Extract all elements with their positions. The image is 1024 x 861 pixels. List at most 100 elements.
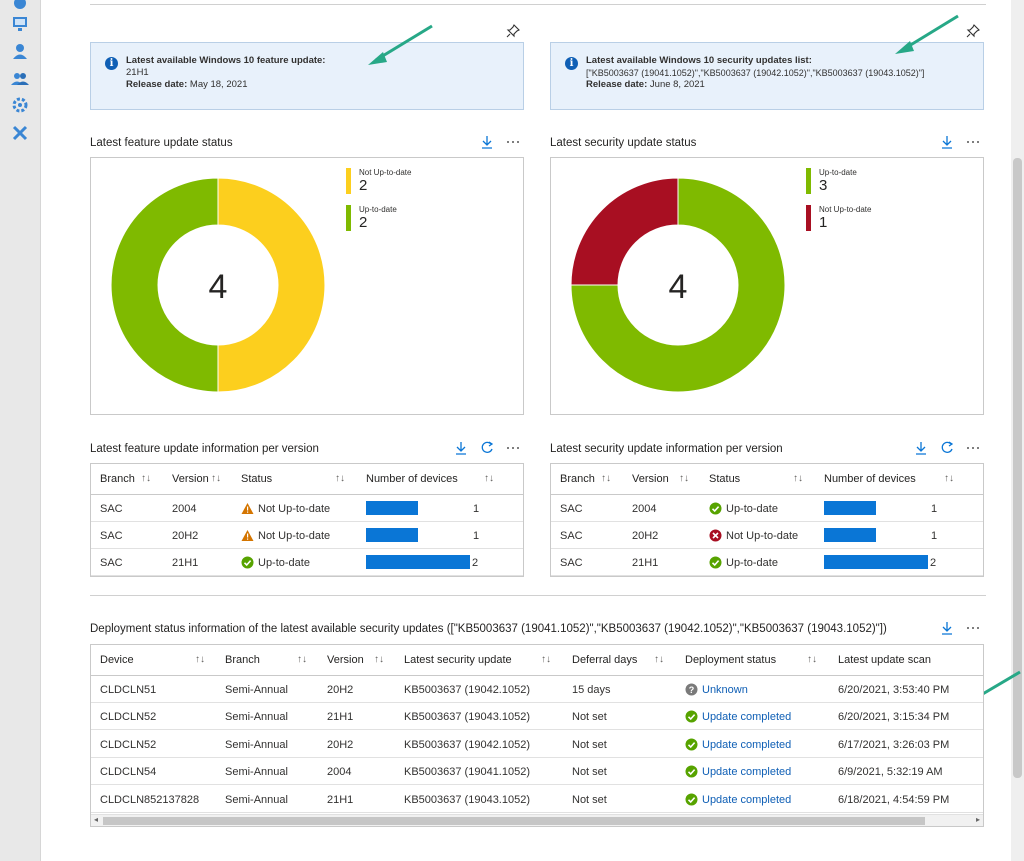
- scroll-right-icon[interactable]: ▸: [975, 815, 980, 824]
- column-header[interactable]: Branch: [100, 473, 135, 485]
- table-row[interactable]: SAC 21H1 Up-to-date 2: [551, 549, 983, 576]
- legend-item[interactable]: Not Up-to-date 1: [806, 205, 871, 231]
- download-icon[interactable]: [940, 135, 954, 149]
- table-row[interactable]: SAC 21H1 Up-to-date 2: [91, 549, 523, 576]
- deployment-status-link[interactable]: Update completed: [702, 793, 792, 806]
- column-header[interactable]: Branch: [225, 654, 260, 666]
- sort-icon[interactable]: ↑↓: [484, 473, 494, 484]
- refresh-icon[interactable]: [480, 441, 494, 455]
- security-update-cell: KB5003637 (19042.1052): [404, 738, 530, 751]
- column-header[interactable]: Branch: [560, 473, 595, 485]
- sort-icon[interactable]: ↑↓: [211, 473, 221, 484]
- column-header[interactable]: Device: [100, 654, 134, 666]
- monitor-icon[interactable]: [11, 15, 29, 33]
- device-cell[interactable]: CLDCLN52: [100, 711, 157, 724]
- users-icon[interactable]: [11, 69, 29, 87]
- table-row[interactable]: CLDCLN51 Semi-Annual 20H2 KB5003637 (19042.…: [91, 676, 983, 703]
- device-count-cell: 1: [931, 503, 938, 515]
- column-header[interactable]: Latest update scan: [838, 654, 931, 666]
- checkmark-icon: [241, 556, 254, 569]
- sort-icon[interactable]: ↑↓: [944, 473, 954, 484]
- table-row[interactable]: CLDCLN52 Semi-Annual 20H2 KB5003637 (19042.…: [91, 731, 983, 758]
- sort-icon[interactable]: ↑↓: [654, 654, 664, 665]
- table-row[interactable]: CLDCLN852137828 Semi-Annual 21H1 KB5003637 …: [91, 786, 983, 813]
- sort-icon[interactable]: ↑↓: [374, 654, 384, 665]
- pin-icon[interactable]: [506, 24, 520, 38]
- sort-icon[interactable]: ↑↓: [807, 654, 817, 665]
- refresh-icon[interactable]: [940, 441, 954, 455]
- cloud-icon[interactable]: [11, 0, 29, 12]
- column-header[interactable]: Latest security update: [404, 654, 512, 666]
- sort-icon[interactable]: ↑↓: [141, 473, 151, 484]
- more-icon[interactable]: [966, 441, 980, 455]
- sort-icon[interactable]: ↑↓: [541, 654, 551, 665]
- deployment-status-link[interactable]: Unknown: [702, 684, 748, 696]
- more-icon[interactable]: [506, 441, 520, 455]
- column-header[interactable]: Deployment status: [685, 654, 777, 666]
- device-count-bar: [824, 528, 876, 542]
- pin-icon[interactable]: [966, 24, 980, 38]
- sort-icon[interactable]: ↑↓: [335, 473, 345, 484]
- tools-icon[interactable]: [11, 124, 29, 142]
- more-icon[interactable]: [966, 621, 980, 635]
- deployment-status-link[interactable]: Update completed: [702, 711, 792, 724]
- legend-item[interactable]: Up-to-date 2: [346, 205, 397, 231]
- download-icon[interactable]: [914, 441, 928, 455]
- security-update-info-box: i Latest available Windows 10 security u…: [550, 42, 984, 110]
- donut-slice-not-up-to-date[interactable]: [217, 177, 326, 393]
- device-cell[interactable]: CLDCLN54: [100, 766, 157, 779]
- deferral-days-cell: Not set: [572, 793, 607, 806]
- user-icon[interactable]: [11, 42, 29, 60]
- download-icon[interactable]: [940, 621, 954, 635]
- download-icon[interactable]: [480, 135, 494, 149]
- version-cell: 2004: [632, 503, 657, 515]
- legend-label: Up-to-date: [819, 168, 857, 177]
- device-cell[interactable]: CLDCLN852137828: [100, 793, 200, 806]
- checkmark-icon: [685, 765, 698, 778]
- legend-item[interactable]: Up-to-date 3: [806, 168, 857, 194]
- gear-group-icon[interactable]: [11, 96, 29, 114]
- device-cell[interactable]: CLDCLN51: [100, 684, 157, 696]
- vertical-scrollbar[interactable]: [1011, 0, 1024, 861]
- scroll-left-icon[interactable]: ◂: [94, 815, 99, 824]
- sort-icon[interactable]: ↑↓: [195, 654, 205, 665]
- update-scan-cell: 6/20/2021, 3:15:34 PM: [838, 711, 950, 724]
- scrollbar-thumb[interactable]: [1013, 158, 1022, 778]
- deployment-status-link[interactable]: Update completed: [702, 766, 792, 779]
- status-cell: Not Up-to-date: [258, 530, 331, 542]
- column-header[interactable]: Number of devices: [824, 473, 916, 485]
- donut-slice-up-to-date[interactable]: [110, 177, 219, 393]
- donut-slice-not-up-to-date[interactable]: [570, 177, 679, 286]
- device-cell[interactable]: CLDCLN52: [100, 738, 157, 751]
- unknown-icon: ?: [685, 683, 698, 696]
- table-row[interactable]: CLDCLN54 Semi-Annual 2004 KB5003637 (19041.…: [91, 758, 983, 786]
- sort-icon[interactable]: ↑↓: [679, 473, 689, 484]
- column-header[interactable]: Version: [172, 473, 209, 485]
- warning-icon: [241, 503, 254, 514]
- sort-icon[interactable]: ↑↓: [297, 654, 307, 665]
- column-header[interactable]: Version: [632, 473, 669, 485]
- table-row[interactable]: SAC 2004 Up-to-date 1: [551, 495, 983, 522]
- table-row[interactable]: SAC 20H2 Not Up-to-date 1: [91, 522, 523, 549]
- column-header[interactable]: Number of devices: [366, 473, 458, 485]
- column-header[interactable]: Version: [327, 654, 364, 666]
- deployment-status-link[interactable]: Update completed: [702, 738, 792, 751]
- horizontal-scrollbar[interactable]: ◂ ▸: [91, 814, 983, 826]
- column-header[interactable]: Status: [709, 473, 741, 485]
- download-icon[interactable]: [454, 441, 468, 455]
- donut-slice-up-to-date[interactable]: [570, 177, 786, 393]
- scrollbar-thumb[interactable]: [103, 817, 925, 825]
- column-header[interactable]: Status: [241, 473, 273, 485]
- security-release-date: June 8, 2021: [649, 79, 705, 90]
- more-icon[interactable]: [506, 135, 520, 149]
- sort-icon[interactable]: ↑↓: [793, 473, 803, 484]
- legend-item[interactable]: Not Up-to-date 2: [346, 168, 411, 194]
- table-row[interactable]: SAC 2004 Not Up-to-date 1: [91, 495, 523, 522]
- table-row[interactable]: CLDCLN52 Semi-Annual 21H1 KB5003637 (19043.…: [91, 703, 983, 731]
- table-row[interactable]: SAC 20H2 Not Up-to-date 1: [551, 522, 983, 549]
- table-header: Branch ↑↓ Version ↑↓ Status ↑↓ Number of…: [91, 464, 523, 495]
- branch-cell: SAC: [100, 503, 123, 515]
- more-icon[interactable]: [966, 135, 980, 149]
- column-header[interactable]: Deferral days: [572, 654, 638, 666]
- sort-icon[interactable]: ↑↓: [601, 473, 611, 484]
